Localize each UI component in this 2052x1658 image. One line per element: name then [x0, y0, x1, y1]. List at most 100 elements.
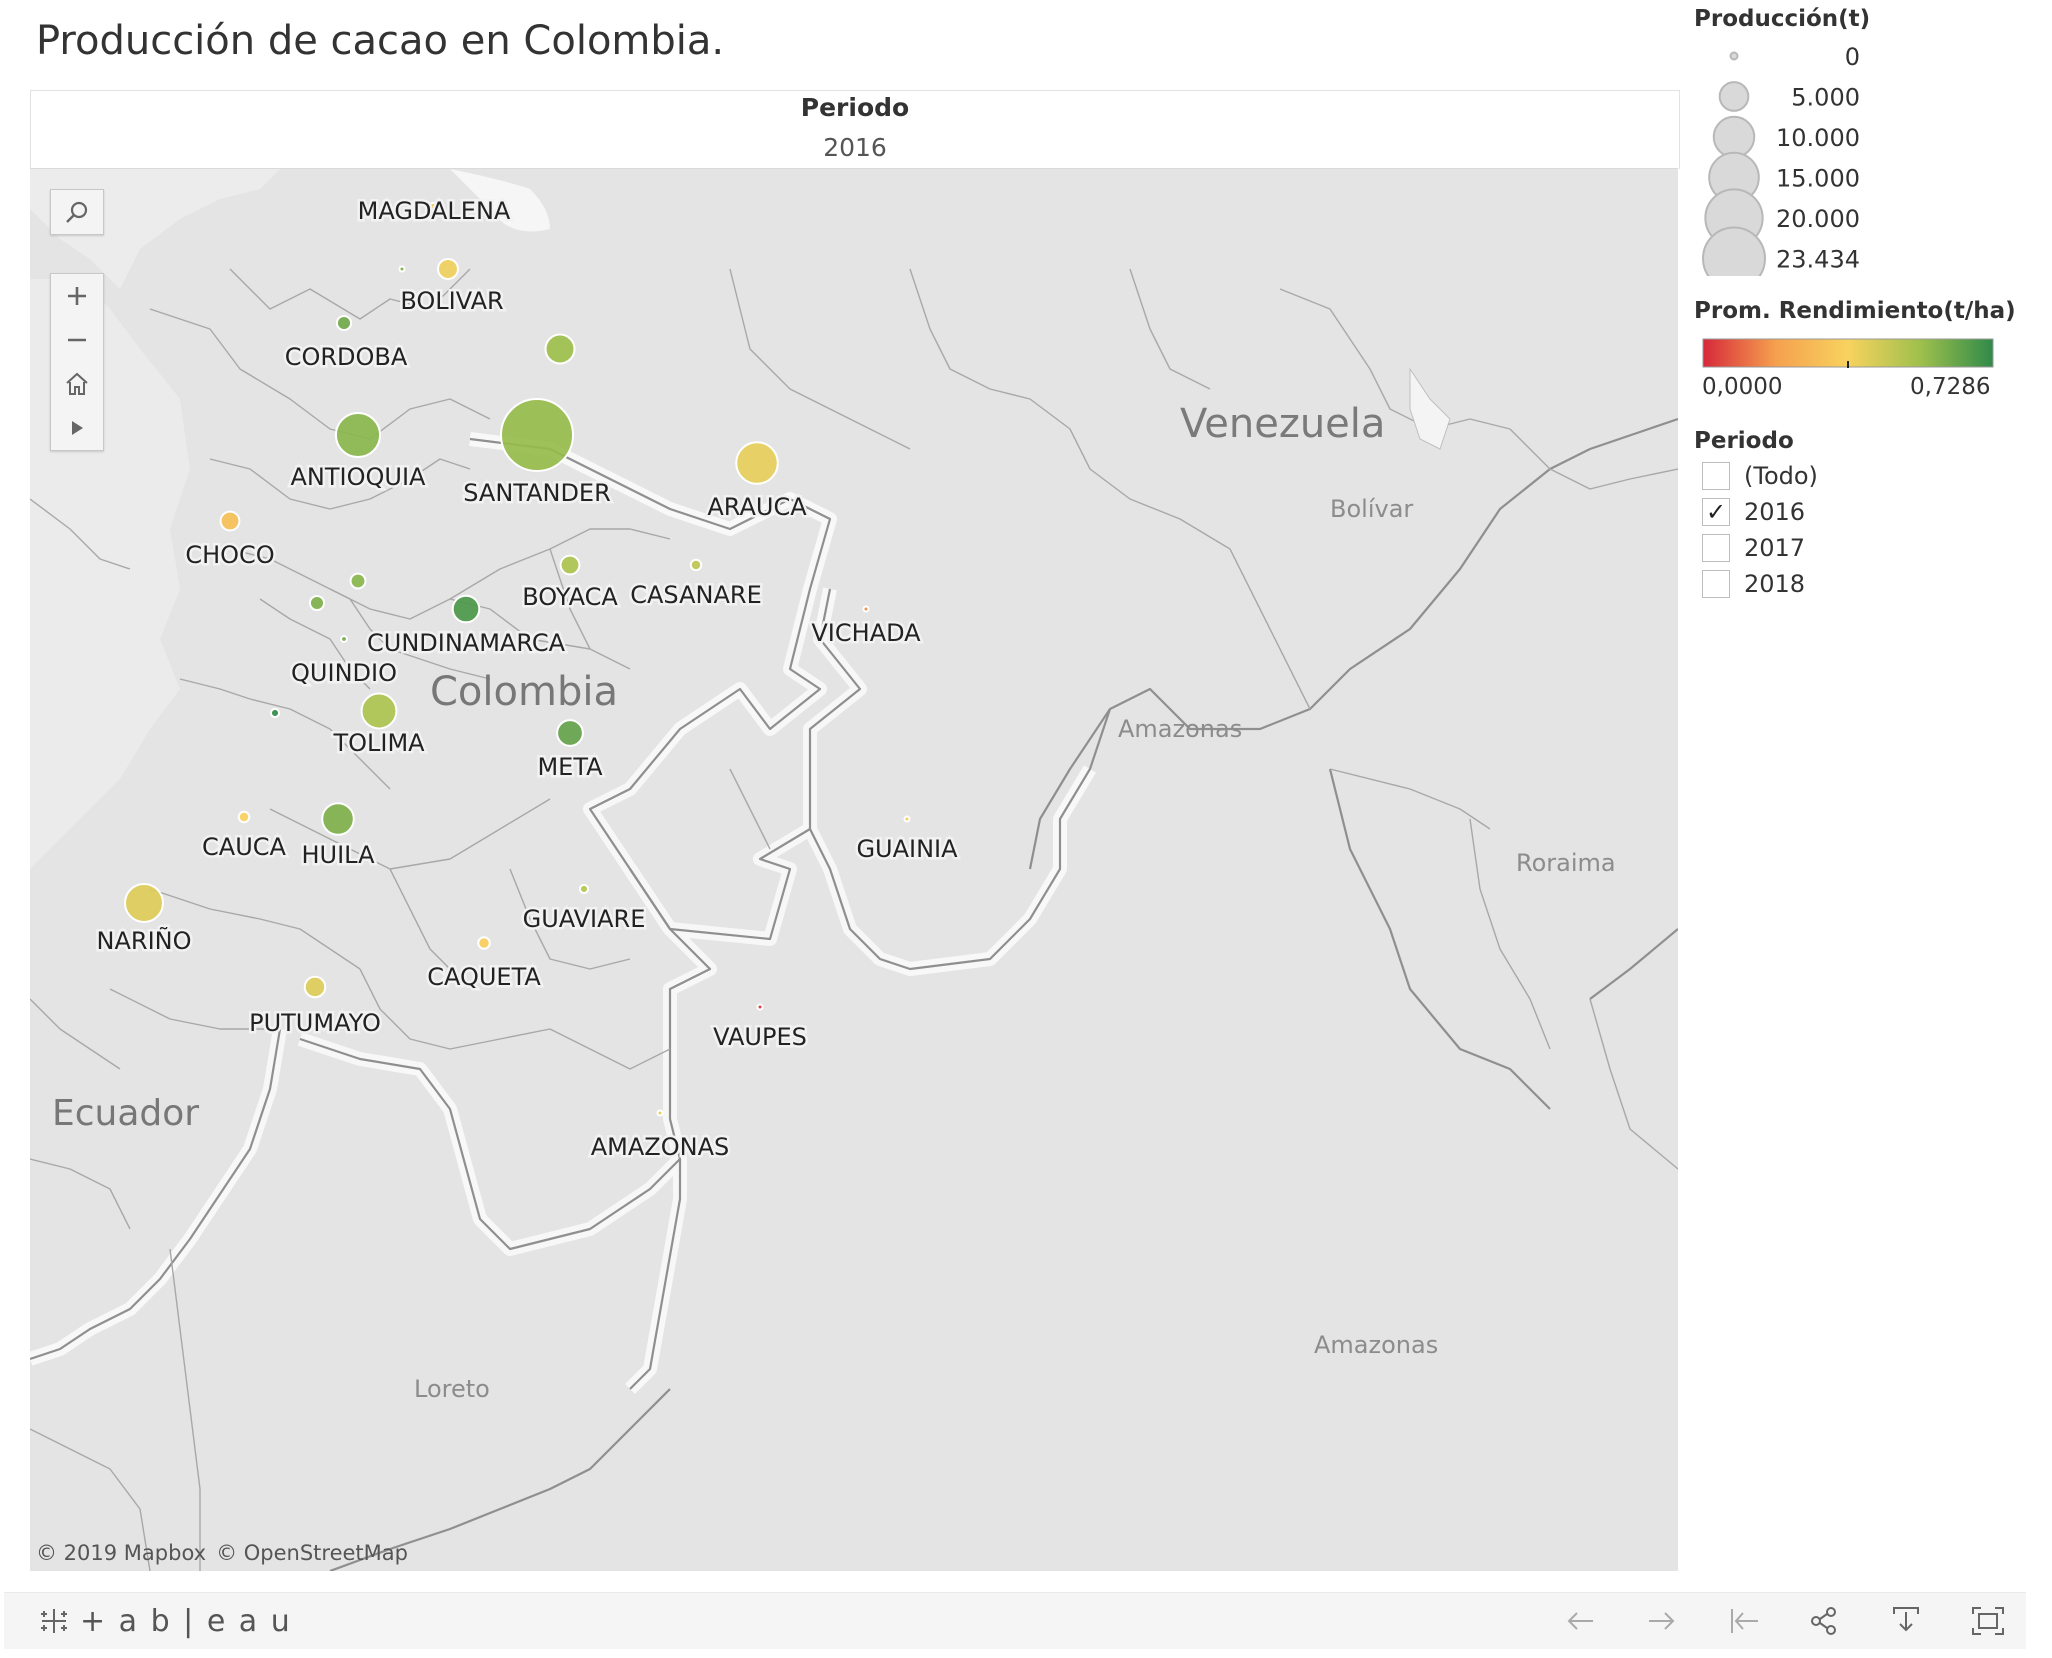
- filter-option-2017[interactable]: 2017: [1702, 530, 1818, 566]
- label-colombia: Colombia: [430, 669, 618, 715]
- period-filter-list: (Todo) ✓ 2016 2017 2018: [1702, 458, 1818, 602]
- size-legend-circle: [1729, 51, 1739, 61]
- dept-mark-cauca[interactable]: [237, 810, 251, 824]
- tableau-wordmark: + a b | e a u: [80, 1603, 292, 1639]
- dept-label-choco: CHOCO: [185, 541, 274, 569]
- color-legend-max: 0,7286: [1910, 374, 1991, 400]
- size-legend-label: 0: [1845, 43, 1860, 71]
- revert-icon[interactable]: [1724, 1603, 1764, 1639]
- dept-label-tolima: TOLIMA: [332, 729, 425, 757]
- dept-mark-arauca[interactable]: [735, 441, 779, 485]
- period-header: Periodo 2016: [30, 90, 1680, 169]
- map-attribution[interactable]: © 2019 Mapbox © OpenStreetMap: [36, 1541, 418, 1565]
- point-mark[interactable]: [308, 594, 326, 612]
- page-title: Producción de cacao en Colombia.: [36, 18, 725, 64]
- dept-mark-putumayo[interactable]: [303, 975, 327, 999]
- size-legend-title: Producción(t): [1694, 6, 1871, 32]
- attribution-osm[interactable]: © OpenStreetMap: [216, 1541, 408, 1565]
- zoom-in-icon[interactable]: [51, 274, 103, 318]
- point-mark[interactable]: [544, 333, 576, 365]
- dept-label-antioquia: ANTIOQUIA: [291, 463, 427, 491]
- dept-mark-magdalena[interactable]: [426, 201, 442, 217]
- dept-mark-nariño[interactable]: [124, 883, 164, 923]
- map-search-control[interactable]: [50, 189, 104, 235]
- dept-mark-casanare[interactable]: [689, 558, 703, 572]
- size-legend: 0 5.000 10.000 15.000 20.000 23.434: [1702, 43, 1860, 276]
- point-mark[interactable]: [269, 707, 281, 719]
- play-icon[interactable]: [51, 406, 103, 450]
- dept-mark-cordoba[interactable]: [335, 314, 353, 332]
- dept-mark-vaupes[interactable]: [756, 1003, 764, 1011]
- fullscreen-icon[interactable]: [1968, 1603, 2008, 1639]
- point-mark[interactable]: [398, 265, 406, 273]
- dept-label-amazonas: AMAZONAS: [591, 1133, 729, 1161]
- share-icon[interactable]: [1804, 1603, 1844, 1639]
- size-legend-label: 5.000: [1791, 84, 1860, 112]
- attribution-mapbox[interactable]: © 2019 Mapbox: [36, 1541, 207, 1565]
- label-ecuador: Ecuador: [52, 1093, 200, 1134]
- dept-mark-santander[interactable]: [500, 398, 574, 472]
- filter-option-label: (Todo): [1744, 462, 1818, 490]
- home-icon[interactable]: [51, 362, 103, 406]
- dept-label-boyaca: BOYACA: [522, 583, 618, 611]
- dept-label-bolivar: BOLIVAR: [400, 287, 503, 315]
- tableau-toolbar: + a b | e a u: [4, 1592, 2026, 1649]
- dept-label-arauca: ARAUCA: [707, 493, 807, 521]
- checkbox[interactable]: [1702, 462, 1730, 490]
- dept-label-cundinamarca: CUNDINAMARCA: [367, 629, 566, 657]
- dept-label-vaupes: VAUPES: [713, 1023, 807, 1051]
- period-header-value: 2016: [823, 133, 887, 162]
- map-basemap: [30, 169, 1678, 1571]
- redo-icon[interactable]: [1642, 1603, 1682, 1639]
- dept-mark-huila[interactable]: [321, 802, 355, 836]
- map-zoom-controls: [50, 273, 104, 451]
- checkbox[interactable]: [1702, 534, 1730, 562]
- filter-option-2016[interactable]: ✓ 2016: [1702, 494, 1818, 530]
- dept-mark-quindio[interactable]: [340, 635, 348, 643]
- download-icon[interactable]: [1886, 1603, 1926, 1639]
- dept-mark-vichada[interactable]: [862, 605, 870, 613]
- checkbox[interactable]: [1702, 570, 1730, 598]
- checkbox-checked[interactable]: ✓: [1702, 498, 1730, 526]
- dept-mark-amazonas[interactable]: [656, 1109, 664, 1117]
- dept-label-cauca: CAUCA: [202, 833, 287, 861]
- color-legend-title: Prom. Rendimiento(t/ha): [1694, 298, 2016, 324]
- size-legend-circle: [1718, 81, 1750, 112]
- filter-option-todo[interactable]: (Todo): [1702, 458, 1818, 494]
- search-icon[interactable]: [51, 190, 103, 234]
- dept-label-caqueta: CAQUETA: [427, 963, 541, 991]
- dept-label-meta: META: [537, 753, 603, 781]
- map-view[interactable]: MAGDALENA BOLIVAR CORDOBA ANTIOQUIA SANTANDE…: [30, 168, 1678, 1571]
- tableau-logo[interactable]: + a b | e a u: [36, 1603, 292, 1639]
- dept-mark-guaviare[interactable]: [578, 883, 590, 895]
- dept-mark-boyaca[interactable]: [559, 554, 581, 576]
- dept-label-nariño: NARIÑO: [97, 925, 192, 955]
- label-bolivar-ve: Bolívar: [1330, 495, 1414, 523]
- dept-mark-cundinamarca[interactable]: [451, 594, 481, 624]
- size-legend-label: 20.000: [1776, 205, 1860, 233]
- size-legend-label: 15.000: [1776, 165, 1860, 193]
- dept-mark-guainia[interactable]: [903, 815, 911, 823]
- label-amazonas-ve: Amazonas: [1118, 715, 1243, 743]
- dept-mark-meta[interactable]: [556, 719, 584, 747]
- size-legend-label: 23.434: [1776, 246, 1860, 274]
- dept-mark-choco[interactable]: [219, 510, 241, 532]
- filter-option-label: 2016: [1744, 498, 1806, 526]
- label-roraima: Roraima: [1516, 849, 1616, 877]
- zoom-out-icon[interactable]: [51, 318, 103, 362]
- label-loreto: Loreto: [414, 1375, 490, 1403]
- dept-label-casanare: CASANARE: [630, 581, 761, 609]
- filter-option-2018[interactable]: 2018: [1702, 566, 1818, 602]
- dept-mark-caqueta[interactable]: [477, 936, 491, 950]
- dept-mark-tolima[interactable]: [360, 692, 398, 730]
- dept-mark-antioquia[interactable]: [334, 411, 382, 459]
- point-mark[interactable]: [349, 572, 367, 590]
- filter-option-label: 2018: [1744, 570, 1806, 598]
- size-legend-circle: [1702, 226, 1766, 276]
- tableau-logo-icon: [41, 1609, 67, 1633]
- dept-mark-bolivar[interactable]: [437, 258, 459, 280]
- dept-label-vichada: VICHADA: [811, 619, 921, 647]
- map-marks-layer[interactable]: MAGDALENA BOLIVAR CORDOBA ANTIOQUIA SANTANDE…: [30, 169, 1678, 1571]
- filter-option-label: 2017: [1744, 534, 1806, 562]
- undo-icon[interactable]: [1560, 1603, 1600, 1639]
